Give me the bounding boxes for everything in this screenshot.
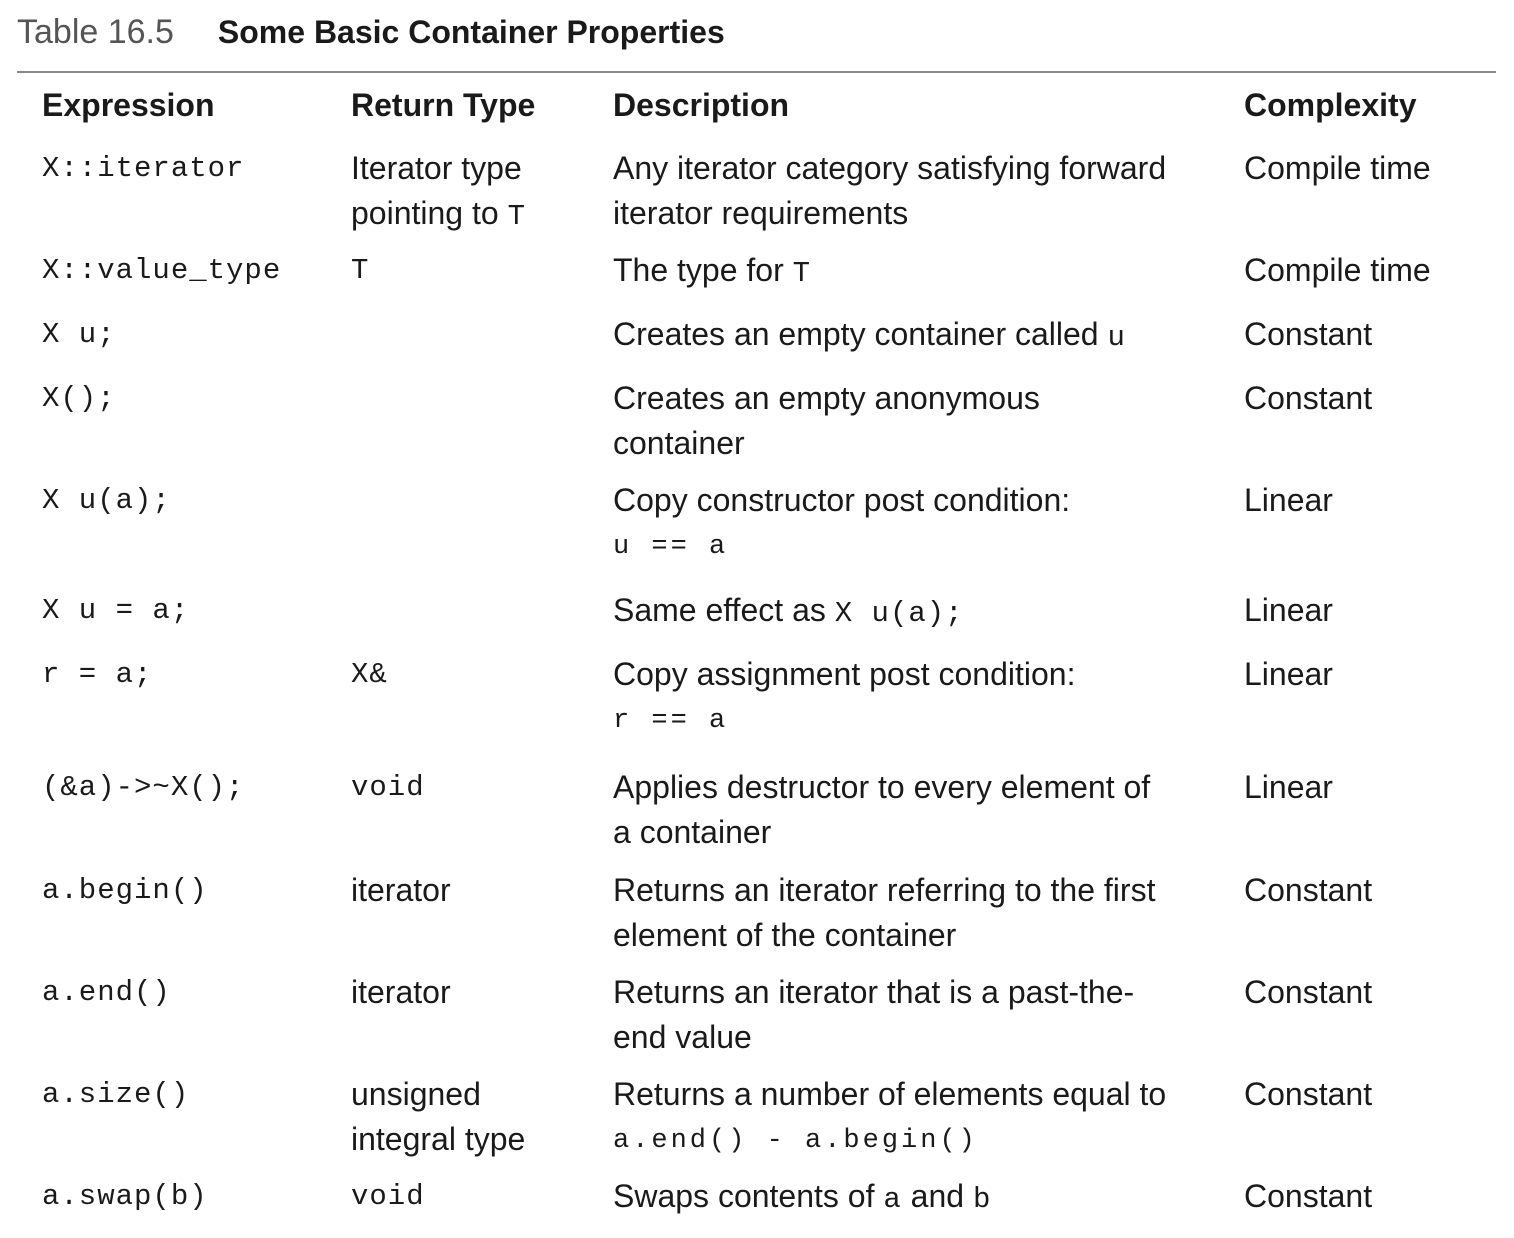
return-type-cell: Iterator type pointing to T	[351, 150, 526, 233]
table-caption: Table 16.5 Some Basic Container Propertie…	[17, 10, 725, 54]
description-cell: Copy assignment post condition: r == a	[613, 656, 1076, 736]
expression-cell: a.swap(b)	[42, 1180, 208, 1213]
complexity-cell: Constant	[1244, 974, 1373, 1010]
complexity-cell: Constant	[1244, 380, 1373, 416]
description-cell: Swaps contents of a and b	[613, 1178, 992, 1216]
description-cell: The type for T	[613, 252, 812, 290]
complexity-cell: Constant	[1244, 872, 1373, 908]
complexity-cell: Constant	[1244, 1076, 1373, 1112]
description-cell: Returns an iterator that is a past-the- …	[613, 974, 1135, 1055]
description-cell: Applies destructor to every element of a…	[613, 769, 1151, 850]
return-type-cell: void	[351, 1180, 425, 1213]
description-cell: Creates an empty container called u	[613, 316, 1126, 354]
expression-cell: a.begin()	[42, 874, 208, 907]
expression-cell: X::value_type	[42, 254, 282, 287]
return-type-cell: iterator	[351, 974, 451, 1010]
description-cell: Same effect as X u(a);	[613, 592, 964, 630]
header-return-type: Return Type	[351, 87, 536, 123]
header-complexity: Complexity	[1244, 87, 1417, 123]
description-cell: Copy constructor post condition: u == a	[613, 482, 1071, 562]
expression-cell: a.size()	[42, 1078, 190, 1111]
complexity-cell: Linear	[1244, 592, 1333, 628]
expression-cell: (&a)->~X();	[42, 771, 245, 804]
expression-cell: X u;	[42, 318, 116, 351]
return-type-cell: T	[351, 254, 370, 287]
description-cell: Returns a number of elements equal to a.…	[613, 1076, 1167, 1156]
return-type-cell: void	[351, 771, 425, 804]
complexity-cell: Compile time	[1244, 150, 1431, 186]
complexity-cell: Compile time	[1244, 252, 1431, 288]
complexity-cell: Constant	[1244, 316, 1373, 352]
complexity-cell: Linear	[1244, 482, 1333, 518]
header-description: Description	[613, 87, 790, 123]
complexity-cell: Constant	[1244, 1178, 1373, 1214]
description-cell: Any iterator category satisfying forward…	[613, 150, 1167, 231]
table-header-row: Expression Return Type Description Compl…	[0, 82, 1514, 128]
description-cell: Returns an iterator referring to the fir…	[613, 872, 1156, 953]
return-type-cell: unsigned integral type	[351, 1076, 526, 1157]
caption-rule	[17, 71, 1496, 73]
expression-cell: X::iterator	[42, 152, 245, 185]
complexity-cell: Linear	[1244, 656, 1333, 692]
return-type-cell: X&	[351, 658, 388, 691]
table-number: Table 16.5	[17, 13, 174, 51]
return-type-cell: iterator	[351, 872, 451, 908]
header-expression: Expression	[42, 87, 215, 123]
description-cell: Creates an empty anonymous container	[613, 380, 1040, 461]
expression-cell: X u(a);	[42, 484, 171, 517]
table-title: Some Basic Container Properties	[217, 14, 725, 50]
expression-cell: X u = a;	[42, 594, 190, 627]
expression-cell: a.end()	[42, 976, 171, 1009]
expression-cell: X();	[42, 382, 116, 415]
expression-cell: r = a;	[42, 658, 153, 691]
complexity-cell: Linear	[1244, 769, 1333, 805]
